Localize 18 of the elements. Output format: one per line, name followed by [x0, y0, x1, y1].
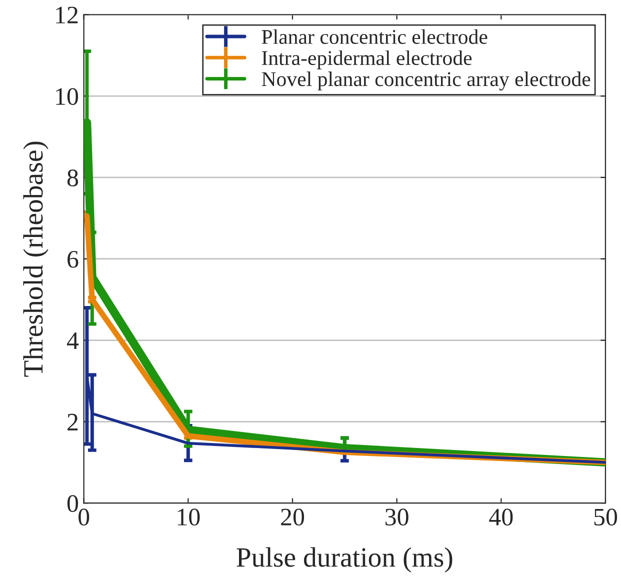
legend-label: Intra-epidermal electrode	[262, 50, 472, 70]
x-tick-label: 0	[78, 508, 90, 526]
y-tick-label: 12	[56, 6, 78, 24]
x-tick-label: 20	[281, 508, 304, 526]
legend-label: Novel planar concentric array electrode	[262, 72, 590, 90]
legend-label: Planar concentric electrode	[262, 29, 488, 44]
x-tick-label: 50	[594, 508, 618, 526]
y-tick-label: 6	[68, 250, 78, 268]
x-axis-title: Pulse duration (ms)	[236, 547, 452, 572]
y-tick-label: 10	[56, 88, 78, 105]
y-tick-label: 4	[66, 332, 79, 349]
y-tick-label: 2	[68, 414, 78, 430]
y-tick-label: 0	[67, 495, 78, 512]
x-tick-label: 30	[386, 508, 408, 526]
x-tick-label: 40	[489, 508, 513, 526]
y-axis-title: Threshold (rheobase)	[23, 142, 48, 377]
x-tick-label: 10	[178, 508, 200, 526]
y-tick-label: 8	[67, 170, 78, 186]
